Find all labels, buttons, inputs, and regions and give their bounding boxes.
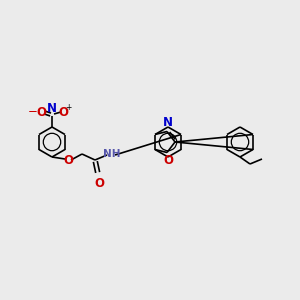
- Text: O: O: [58, 106, 68, 118]
- Text: O: O: [63, 154, 73, 166]
- Text: N: N: [47, 102, 57, 115]
- Text: NH: NH: [103, 149, 121, 159]
- Text: N: N: [163, 116, 173, 130]
- Text: −: −: [28, 104, 38, 118]
- Text: +: +: [65, 103, 71, 112]
- Text: O: O: [94, 177, 104, 190]
- Text: O: O: [163, 154, 173, 167]
- Text: O: O: [36, 106, 46, 118]
